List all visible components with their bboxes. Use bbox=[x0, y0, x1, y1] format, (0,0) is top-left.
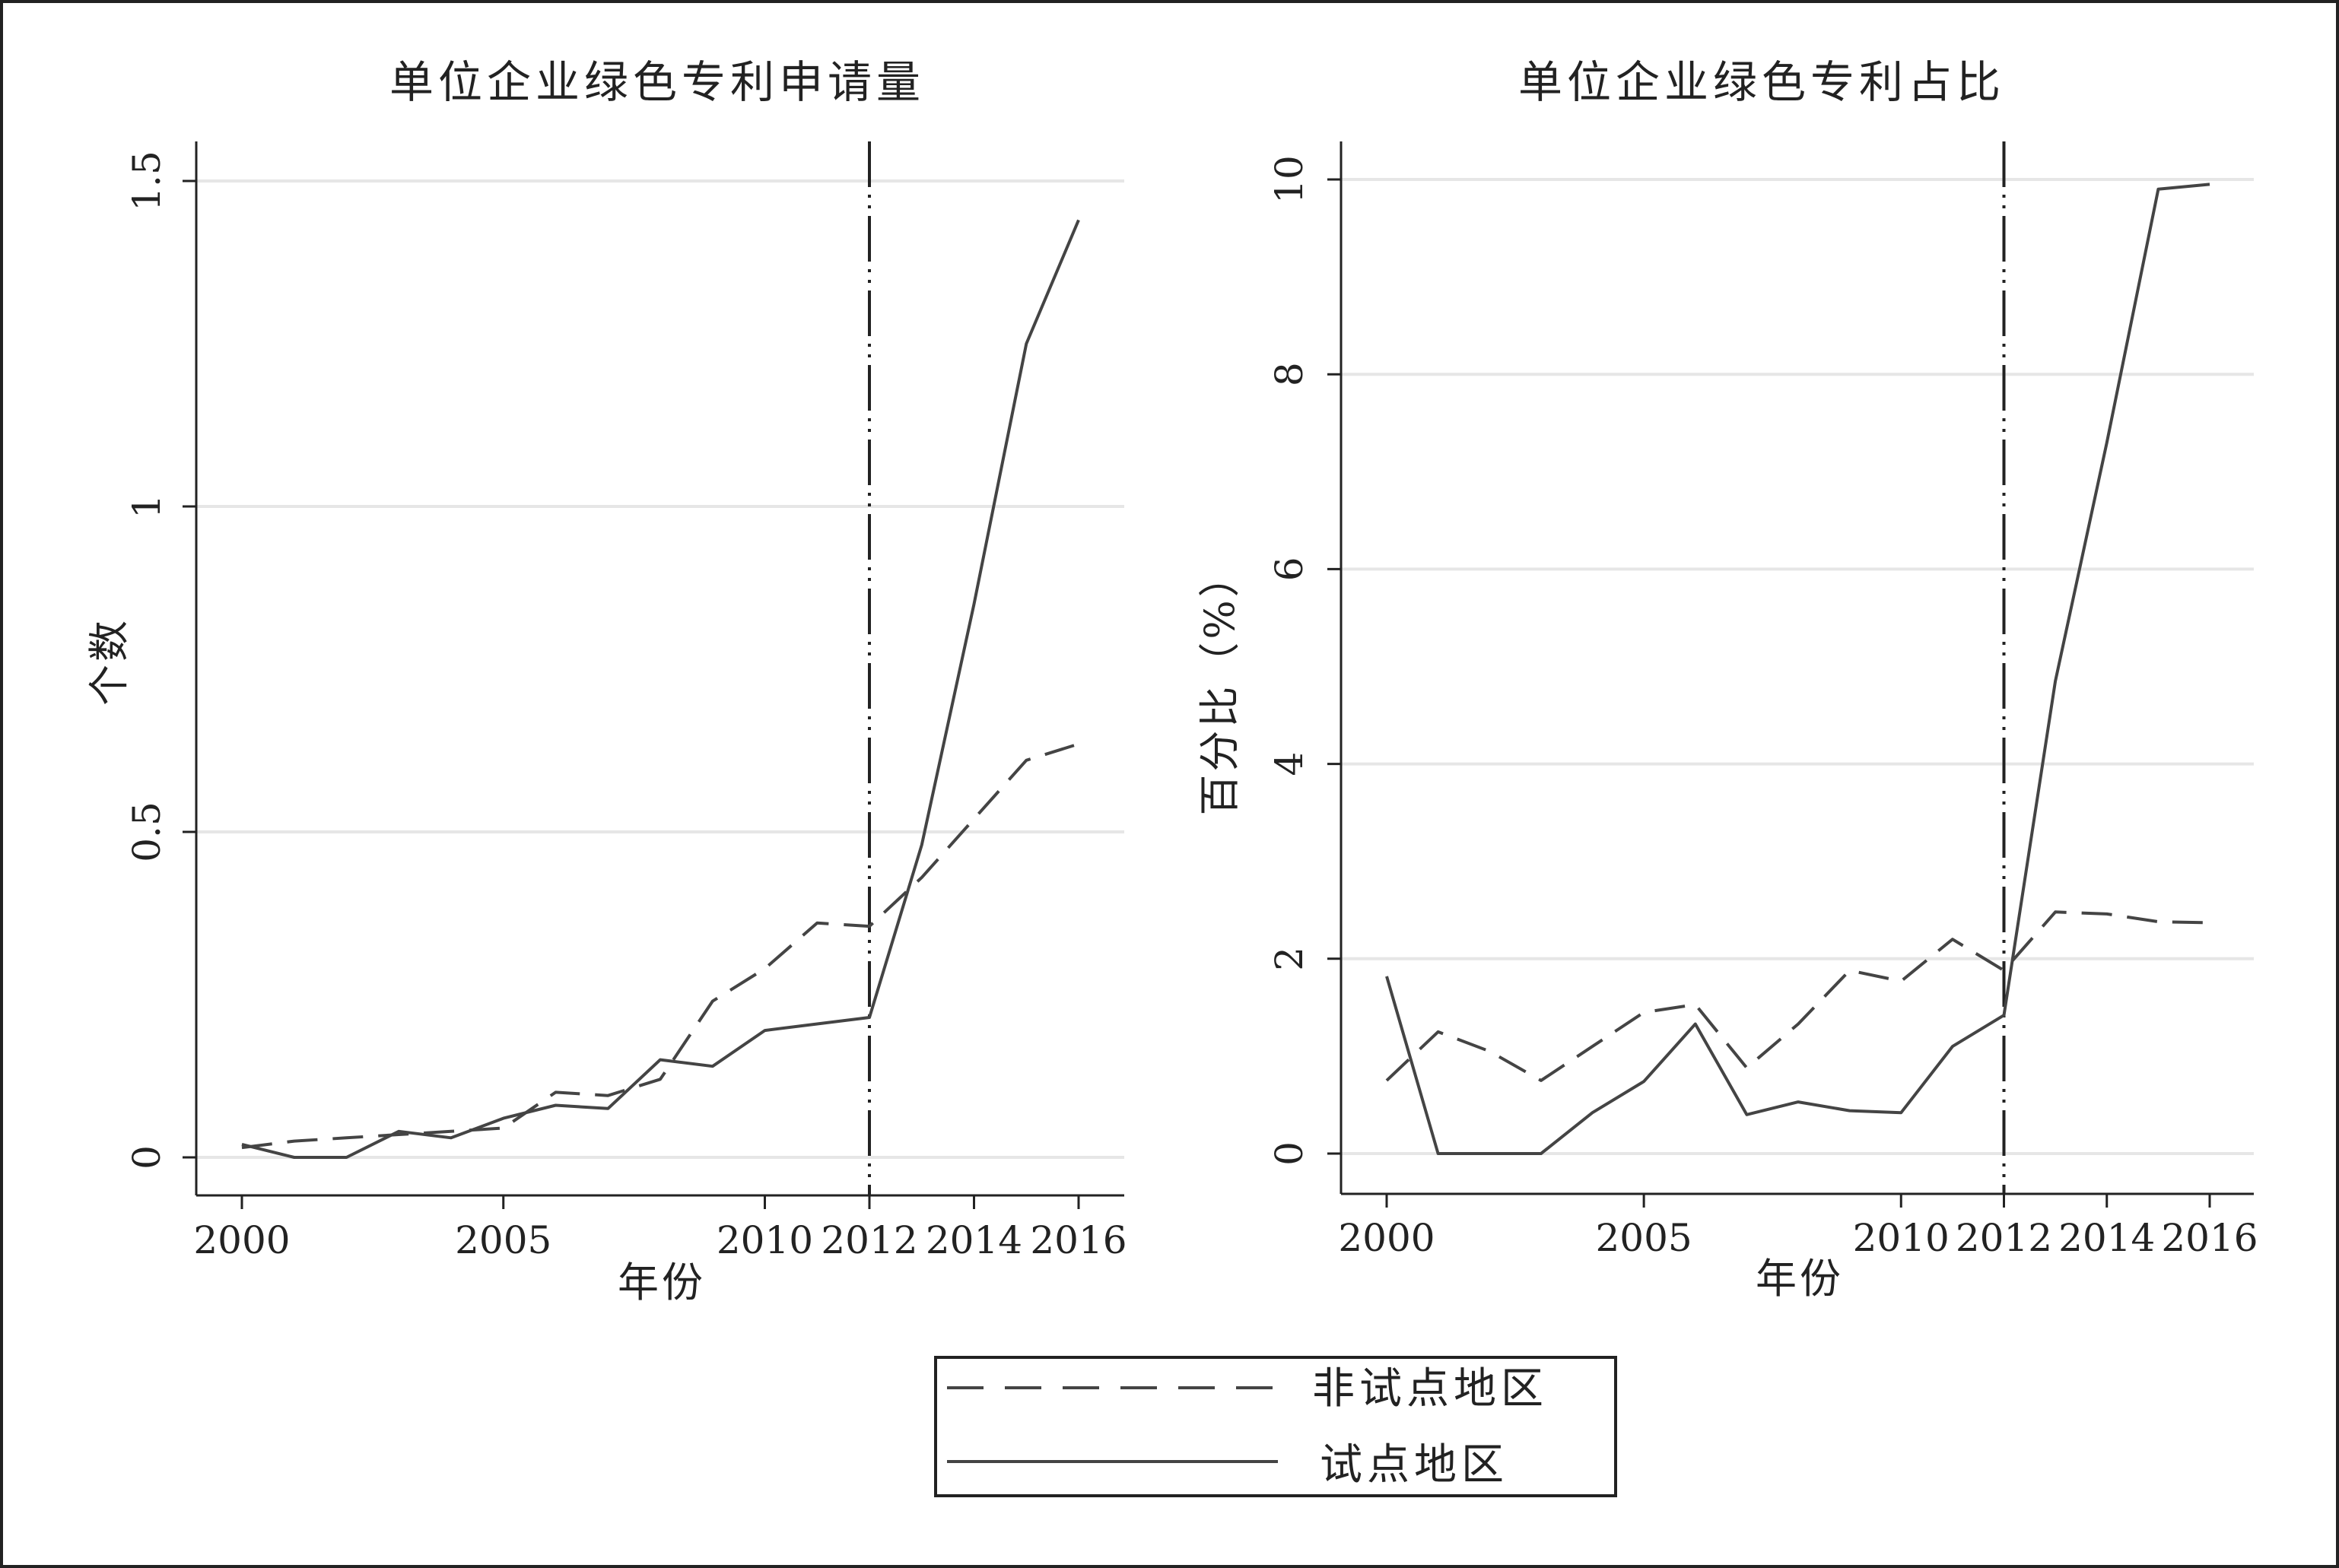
plot-area: 0 2 4 6 8 10 2000 2005 2010 2012 2014 2016 bbox=[1267, 141, 2258, 1260]
chart-title: 单位企业绿色专利申请量 bbox=[389, 56, 925, 108]
x-tick-label: 2016 bbox=[1030, 1218, 1127, 1262]
x-tick-label: 2005 bbox=[455, 1218, 551, 1262]
series-line-pilot bbox=[241, 219, 1080, 1159]
y-axis-label: 百分比（%） bbox=[1196, 553, 1244, 815]
x-axis-label: 年份 bbox=[1756, 1255, 1844, 1303]
plot-area: 0 0.5 1 1.5 2000 2005 2010 2012 2014 2016 bbox=[125, 141, 1127, 1262]
x-tick-label: 2014 bbox=[926, 1218, 1022, 1262]
y-tick-label: 0.5 bbox=[125, 801, 169, 862]
x-tick-label: 2012 bbox=[821, 1218, 917, 1262]
chart-panel-patent-share: 单位企业绿色专利占比 年份 百分比（%） 0 2 4 6 8 10 2000 2005 2010… bbox=[1196, 56, 2258, 1303]
series-line-pilot bbox=[1385, 183, 2210, 1155]
chart-title: 单位企业绿色专利占比 bbox=[1518, 56, 2005, 108]
x-tick-label: 2010 bbox=[717, 1218, 813, 1262]
y-tick-label: 4 bbox=[1267, 752, 1311, 776]
x-tick-label: 2010 bbox=[1853, 1216, 1950, 1260]
y-tick-label: 10 bbox=[1267, 155, 1311, 204]
y-tick-label: 6 bbox=[1267, 557, 1311, 581]
y-tick-label: 0 bbox=[1267, 1141, 1311, 1166]
legend: 非试点地区 试点地区 bbox=[934, 1356, 1617, 1497]
y-tick-label: 8 bbox=[1267, 362, 1311, 386]
y-tick-label: 1 bbox=[125, 494, 169, 519]
legend-label-pilot: 试点地区 bbox=[1320, 1440, 1508, 1490]
x-tick-label: 2016 bbox=[2161, 1216, 2258, 1260]
series-line-non-pilot bbox=[241, 742, 1079, 1150]
x-tick-label: 2012 bbox=[1956, 1216, 2052, 1260]
y-tick-label: 2 bbox=[1267, 947, 1311, 971]
legend-label-non-pilot: 非试点地区 bbox=[1312, 1364, 1548, 1414]
y-tick-label: 1.5 bbox=[125, 151, 169, 211]
x-tick-label: 2014 bbox=[2058, 1216, 2155, 1260]
x-tick-label: 2005 bbox=[1596, 1216, 1692, 1260]
y-tick-label: 0 bbox=[125, 1145, 169, 1170]
x-tick-label: 2000 bbox=[1338, 1216, 1435, 1260]
legend-box bbox=[934, 1356, 1617, 1497]
x-axis-label: 年份 bbox=[618, 1259, 706, 1306]
series-line-non-pilot bbox=[1385, 910, 2210, 1082]
x-tick-label: 2000 bbox=[193, 1218, 290, 1262]
y-axis-label: 个数 bbox=[85, 617, 133, 706]
